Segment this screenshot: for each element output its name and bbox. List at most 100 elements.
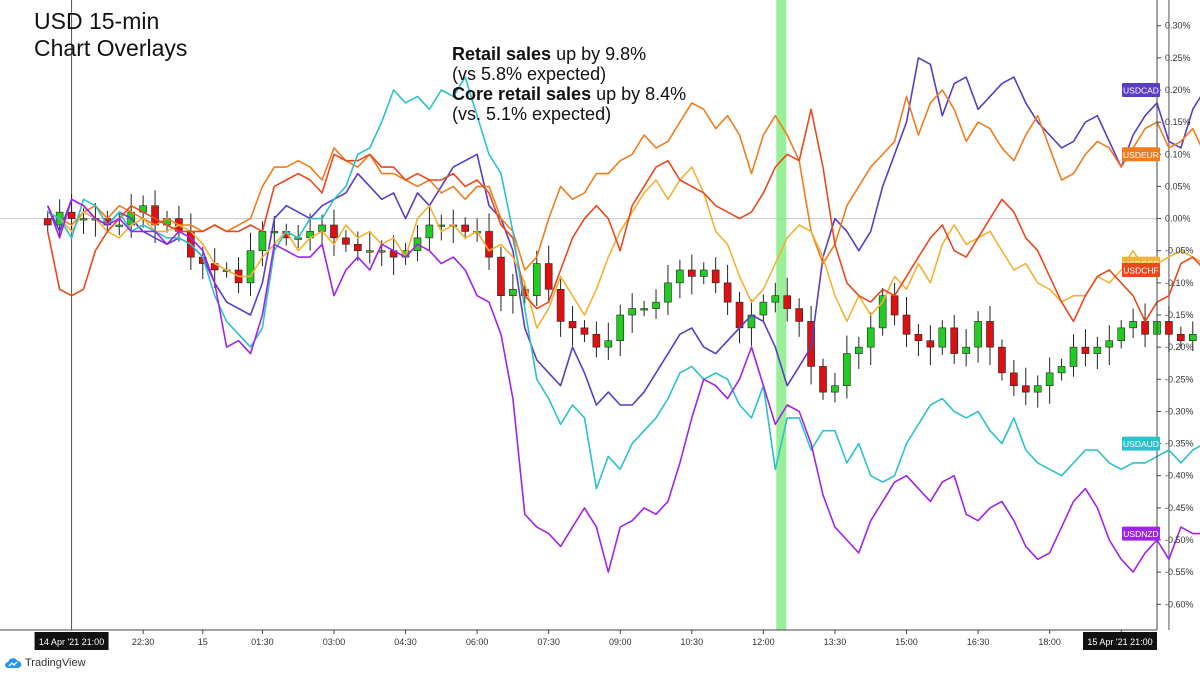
candle (461, 224, 469, 232)
x-tick-label: 10:30 (681, 637, 704, 647)
series-label-usdchf: USDCHF (1122, 263, 1160, 277)
series-label-text: USDCHF (1123, 266, 1158, 276)
tradingview-logo[interactable]: TradingView (4, 657, 86, 669)
candle (843, 353, 851, 387)
y-tick-label: -0.50% (1165, 535, 1194, 545)
y-tick-label: -0.55% (1165, 567, 1194, 577)
series-line-usdnzd (46, 198, 1200, 573)
x-tick-label: 13:30 (824, 637, 847, 647)
y-tick-label: 0.20% (1165, 85, 1191, 95)
y-tick-label: 0.30% (1165, 21, 1191, 31)
title-line-2: Chart Overlays (34, 35, 188, 61)
candle (151, 205, 159, 226)
candle (735, 301, 744, 329)
y-tick-label: -0.30% (1165, 406, 1194, 416)
y-tick-label: 0.10% (1165, 149, 1191, 159)
series-label-bg (1122, 263, 1160, 277)
candle (115, 224, 124, 227)
candle (938, 327, 947, 348)
candle (962, 346, 970, 354)
annotation-line-4: (vs. 5.1% expected) (452, 104, 612, 124)
candle (640, 308, 648, 311)
y-tick-label: -0.45% (1165, 503, 1194, 513)
candle (950, 327, 959, 354)
series-lines (46, 57, 1200, 573)
x-tick-label: 15:00 (895, 637, 918, 647)
chart-title: USD 15-min Chart Overlays (34, 8, 187, 62)
candle (1141, 321, 1149, 335)
candle (723, 282, 732, 303)
x-tick-label: 06:00 (466, 637, 489, 647)
series-label-usdnzd: USDNZD (1122, 526, 1160, 541)
candle (1117, 327, 1126, 342)
x-tick-label: 03:00 (323, 637, 346, 647)
annotation-bold-3: Core retail sales (452, 84, 592, 104)
series-line-usdchf (46, 108, 1200, 323)
news-annotation: Retail sales up by 9.8% (vs 5.8% expecte… (452, 44, 686, 124)
candle (532, 263, 541, 297)
candle (890, 295, 899, 316)
candle (831, 385, 839, 393)
candle (43, 218, 52, 226)
series-line-usdeur (47, 89, 1200, 271)
candle (1188, 333, 1197, 342)
candle (664, 282, 672, 303)
candle (67, 211, 76, 219)
x-tick-label: 18:00 (1038, 637, 1061, 647)
candle (1177, 333, 1185, 342)
candle (914, 333, 923, 342)
candle (1105, 340, 1114, 348)
series-line-usdaud (47, 76, 1200, 490)
candle (819, 366, 827, 393)
x-tick-highlight (1083, 632, 1157, 650)
candle (604, 340, 613, 348)
x-tick-label: 16:30 (967, 637, 990, 647)
series-label-usdeur: USDEUR (1122, 147, 1160, 162)
candle (866, 327, 875, 348)
candle (79, 218, 88, 221)
series-label-bg (1122, 436, 1160, 451)
candle (902, 314, 911, 335)
annotation-line-3: Core retail sales up by 8.4% (452, 84, 686, 104)
candle (556, 288, 565, 322)
series-label-bg (1122, 147, 1160, 162)
x-tick-label: 07:30 (537, 637, 560, 647)
y-tick-label: 0.05% (1165, 181, 1191, 191)
candle (998, 346, 1006, 374)
candle (1069, 346, 1078, 367)
candle (258, 231, 267, 252)
y-tick-label: -0.20% (1165, 342, 1194, 352)
candle (330, 224, 338, 239)
x-tick-label: 14 Apr '21 21:00 (39, 637, 104, 647)
candle (783, 295, 792, 309)
y-tick-label: -0.15% (1165, 310, 1194, 320)
annotation-line-1: Retail sales up by 9.8% (452, 44, 686, 64)
candle (1033, 385, 1042, 393)
x-tick-highlight (34, 632, 109, 650)
annotation-line-2: (vs 5.8% expected) (452, 64, 607, 84)
candle (509, 288, 517, 297)
candle (711, 269, 720, 284)
candle (795, 308, 803, 322)
news-band-layer (776, 0, 787, 630)
candle (425, 224, 434, 239)
candle (365, 250, 374, 253)
candle (1093, 346, 1102, 354)
candle (1045, 372, 1054, 387)
y-tick-label: -0.60% (1165, 599, 1194, 609)
candle (771, 295, 780, 303)
candle (676, 269, 684, 284)
series-label-bg (1122, 83, 1160, 97)
series-line-usdcad (46, 57, 1200, 406)
candle (926, 340, 935, 348)
candle (270, 231, 279, 234)
candle (986, 321, 994, 348)
candle (580, 327, 589, 335)
series-label-usdcad: USDCAD (1122, 83, 1160, 97)
candle (342, 237, 350, 245)
y-tick-label: -0.10% (1165, 278, 1194, 288)
annotation-rest-1: up by 9.8% (551, 44, 647, 64)
series-label-text: USDEUR (1123, 150, 1159, 160)
candle (628, 308, 636, 316)
